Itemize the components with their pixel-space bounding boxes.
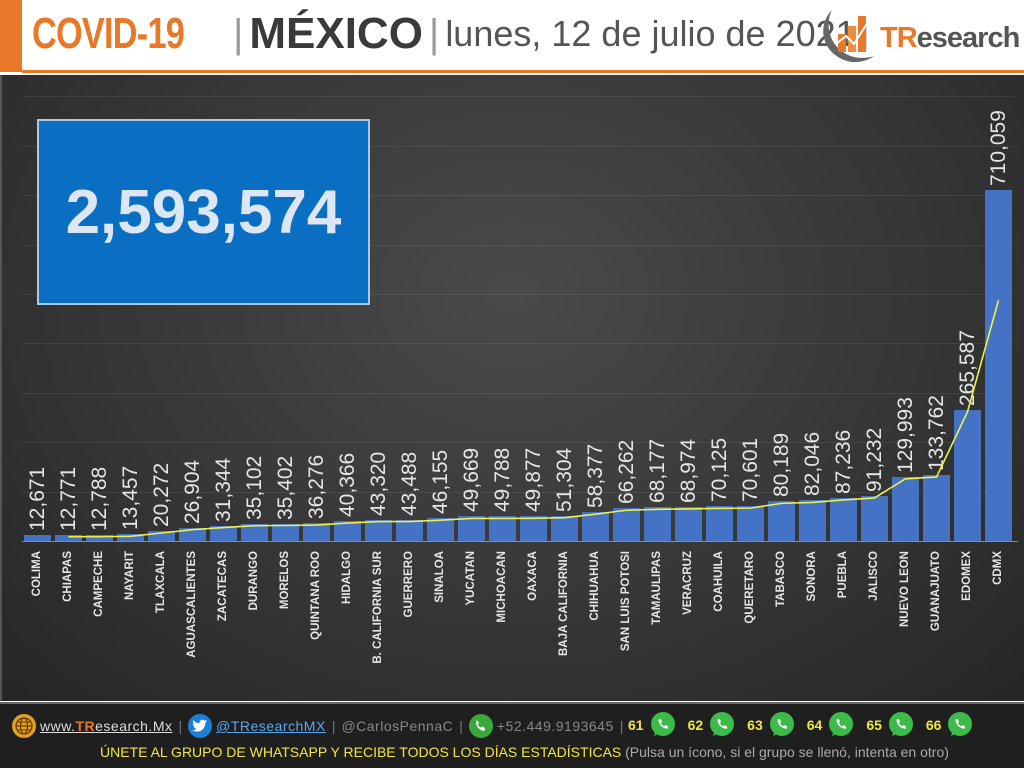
- bar: [706, 506, 733, 541]
- bar: [644, 507, 671, 541]
- logo-chart-icon: [823, 10, 874, 63]
- group-number: 66: [925, 717, 942, 733]
- group-number: 61: [628, 717, 644, 733]
- whatsapp-icon: [650, 712, 675, 736]
- whatsapp-group-button[interactable]: 66: [926, 710, 976, 740]
- whatsapp-icon: [710, 712, 735, 736]
- page-title: COVID-19 | MÉXICO | lunes, 12 de julio d…: [32, 4, 875, 64]
- twitter-icon: [188, 714, 213, 738]
- whatsapp-icon: [888, 712, 913, 736]
- bar: [241, 523, 268, 541]
- gridline: [22, 96, 1014, 98]
- whatsapp-group-button[interactable]: 62: [688, 710, 738, 740]
- footer: www.TResearch.Mx | @TResearchMX | @Carlo…: [0, 702, 1024, 768]
- bar: [923, 474, 950, 541]
- gridline: [22, 442, 1014, 444]
- bar: [768, 501, 795, 541]
- bar: [861, 495, 888, 541]
- bar: [892, 476, 919, 541]
- title-separator: |: [428, 11, 440, 56]
- footer-contacts: www.TResearch.Mx | @TResearchMX | @Carlo…: [12, 712, 629, 740]
- phone-number: +52.449.9193645: [496, 718, 614, 734]
- whatsapp-group-button[interactable]: 61: [628, 710, 678, 740]
- gridline: [22, 195, 1014, 197]
- title-country: MÉXICO: [249, 9, 423, 58]
- header-accent-bar: [0, 0, 22, 72]
- website-link[interactable]: www.TResearch.Mx: [40, 718, 173, 734]
- title-covid: COVID-19: [32, 9, 185, 58]
- whatsapp-icon: [948, 712, 973, 736]
- cta-text: ÚNETE AL GRUPO DE WHATSAPP Y RECIBE TODO…: [100, 744, 622, 760]
- gridline: [22, 145, 1014, 147]
- whatsapp-group-button[interactable]: 63: [747, 710, 797, 740]
- x-axis-line: [22, 541, 1018, 542]
- twitter-link[interactable]: @TResearchMX: [216, 718, 326, 734]
- group-number: 65: [866, 717, 882, 733]
- bar: [365, 519, 392, 541]
- bar: [210, 525, 237, 541]
- whatsapp-icon: [769, 712, 794, 736]
- tresearch-logo: TResearch: [818, 4, 1024, 66]
- bar: [117, 534, 144, 541]
- group-number: 64: [806, 717, 823, 733]
- logo-text: TResearch: [880, 22, 1020, 54]
- group-number: 63: [747, 717, 763, 733]
- bar: [86, 534, 113, 541]
- twitter-alt-handle[interactable]: @CarlosPennaC: [341, 718, 454, 734]
- bar: [334, 521, 361, 541]
- footer-separator: |: [178, 718, 183, 734]
- footer-separator: |: [331, 718, 336, 734]
- header: COVID-19 | MÉXICO | lunes, 12 de julio d…: [0, 0, 1024, 73]
- gridline: [22, 392, 1014, 394]
- bar: [55, 534, 82, 541]
- gridline: [22, 343, 1014, 345]
- bar: [148, 530, 175, 541]
- bar: [830, 497, 857, 541]
- bar: [737, 506, 764, 541]
- bar: [799, 500, 826, 541]
- bar: [24, 534, 51, 541]
- footer-separator: |: [619, 718, 624, 734]
- trend-line: [68, 300, 1000, 538]
- header-divider: [22, 70, 1024, 73]
- total-cases-value: 2,593,574: [65, 177, 342, 247]
- gridline: [22, 294, 1014, 295]
- whatsapp-groups: 61 62 63 64 65 66: [628, 710, 985, 740]
- bar: [489, 516, 516, 541]
- bar: [675, 506, 702, 541]
- cta-note: (Pulsa un ícono, si el grupo se llenó, i…: [625, 744, 949, 760]
- phone-icon: [468, 714, 493, 738]
- group-number: 62: [687, 717, 704, 733]
- whatsapp-group-button[interactable]: 65: [866, 710, 916, 740]
- bar: [458, 516, 485, 541]
- whatsapp-group-button[interactable]: 64: [807, 710, 857, 740]
- globe-icon: [12, 714, 36, 738]
- bar: [582, 512, 609, 541]
- footer-separator: |: [459, 718, 463, 734]
- bar: [427, 518, 454, 541]
- bar: [396, 519, 423, 541]
- bar: [303, 523, 330, 541]
- bar: [985, 190, 1012, 541]
- title-separator: |: [232, 11, 244, 56]
- gridline: [22, 491, 1014, 493]
- whatsapp-icon: [829, 712, 854, 736]
- bar: [551, 515, 578, 541]
- bar-chart-area: 12,671 COLIMA 12,771 CHIAPAS 12,788 CAMPECHE 1…: [0, 75, 1024, 701]
- bar: [520, 516, 547, 541]
- title-date: lunes, 12 de julio de 2021: [445, 13, 856, 54]
- gridline: [22, 244, 1014, 246]
- total-cases-box: 2,593,574: [37, 119, 370, 305]
- whatsapp-cta: ÚNETE AL GRUPO DE WHATSAPP Y RECIBE TODO…: [100, 744, 949, 760]
- bar: [272, 523, 299, 541]
- bar: [613, 508, 640, 541]
